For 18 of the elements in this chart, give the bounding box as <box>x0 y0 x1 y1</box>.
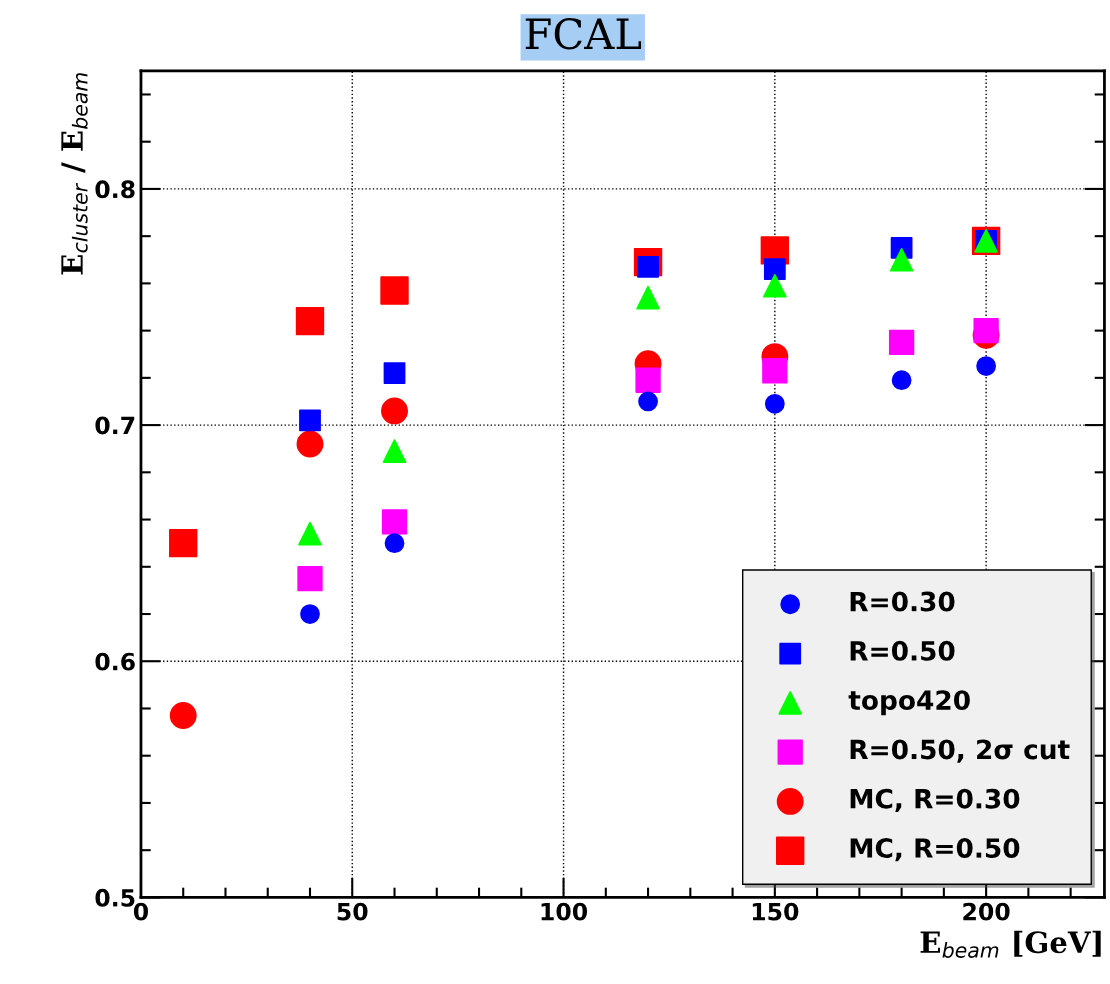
x-tick-label: 150 <box>752 902 799 921</box>
x-tick-label: 50 <box>337 902 368 921</box>
x-axis-title: E$_{beam}$ [GeV] <box>920 930 1101 958</box>
legend-label: MC, R=0.30 <box>850 788 1020 813</box>
x-tick-label: 100 <box>541 902 588 921</box>
legend-label: R=0.50, 2σ cut <box>850 739 1070 763</box>
x-tick-label: 200 <box>963 902 1010 921</box>
legend-label: MC, R=0.50 <box>850 838 1020 862</box>
y-tick-label: 0.5 <box>95 888 135 907</box>
x-tick-label: 0 <box>133 902 149 921</box>
chart-title: FCAL <box>525 17 642 50</box>
y-tick-label: 0.7 <box>95 416 135 435</box>
y-tick-label: 0.8 <box>95 180 135 199</box>
y-tick-label: 0.6 <box>95 652 135 671</box>
legend-label: topo420 <box>848 690 970 716</box>
legend-label: R=0.50 <box>850 640 955 661</box>
y-axis-title: E$_{cluster}$ / E$_{beam}$ <box>61 73 88 275</box>
legend-label: R=0.30 <box>850 591 955 612</box>
